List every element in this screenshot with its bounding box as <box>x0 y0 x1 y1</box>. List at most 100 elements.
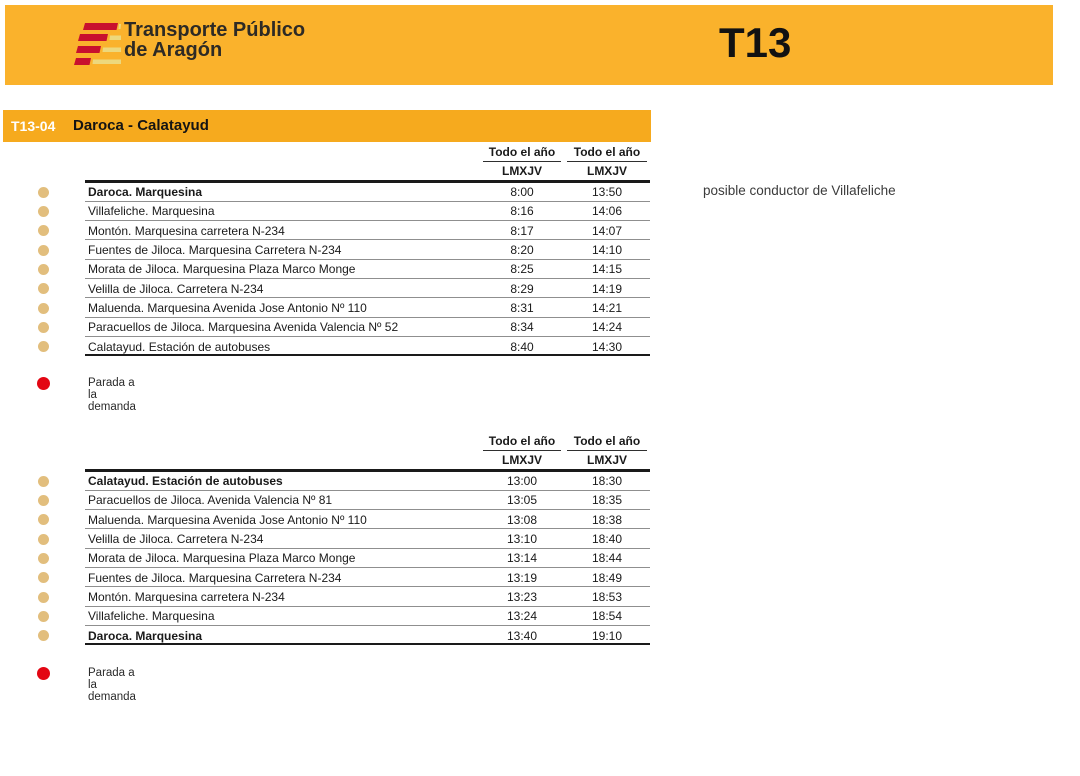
table-row: Villafeliche. Marquesina 8:16 14:06 <box>0 202 650 222</box>
bullet-cell <box>0 610 88 622</box>
table-row: Paracuellos de Jiloca. Marquesina Avenid… <box>0 318 650 338</box>
departure-time: 18:38 <box>591 512 623 527</box>
departure-time: 13:23 <box>506 590 538 605</box>
table-row: Daroca. Marquesina 8:00 13:50 <box>0 183 650 203</box>
stop-name: Villafeliche. Marquesina <box>88 204 215 219</box>
bullet-cell <box>0 533 88 545</box>
season-header: Todo el año <box>567 434 647 451</box>
stop-name: Maluenda. Marquesina Avenida Jose Antoni… <box>88 512 367 527</box>
stop-bullet-icon <box>38 514 49 526</box>
route-number: T13 <box>719 19 792 66</box>
departure-time: 13:05 <box>506 493 538 508</box>
table-row: Daroca. Marquesina 13:40 19:10 <box>0 626 650 646</box>
departure-time: 8:34 <box>510 320 534 335</box>
timetable-return: Todo el año Todo el año LMXJV LMXJV Cala… <box>0 432 650 646</box>
stop-bullet-icon <box>38 630 49 642</box>
stop-bullet-icon <box>38 205 49 217</box>
stop-name: Fuentes de Jiloca. Marquesina Carretera … <box>88 243 342 258</box>
brand-line1: Transporte Público <box>124 19 306 41</box>
bullet-cell <box>0 572 88 584</box>
on-demand-stop-icon <box>37 667 50 680</box>
route-subcode: T13-04 <box>11 118 56 134</box>
stop-bullet-icon <box>38 263 49 275</box>
stop-name: Daroca. Marquesina <box>88 628 203 643</box>
table-row: Calatayud. Estación de autobuses 13:00 18:… <box>0 472 650 492</box>
departure-time: 14:24 <box>591 320 623 335</box>
table-divider <box>85 469 650 472</box>
table-row: Fuentes de Jiloca. Marquesina Carretera … <box>0 240 650 261</box>
departure-time: 18:49 <box>591 570 623 585</box>
departure-time: 8:29 <box>510 281 534 296</box>
stop-name: Villafeliche. Marquesina <box>88 609 215 624</box>
stop-name: Velilla de Jiloca. Carretera N-234 <box>88 281 264 296</box>
departure-time: 8:25 <box>510 262 534 277</box>
table-row: Villafeliche. Marquesina 13:24 18:54 <box>0 607 650 627</box>
departure-time: 14:07 <box>591 223 623 238</box>
departure-time: 14:19 <box>591 281 623 296</box>
stop-name: Calatayud. Estación de autobuses <box>88 474 283 489</box>
departure-time: 13:14 <box>506 551 538 566</box>
stop-name: Fuentes de Jiloca. Marquesina Carretera … <box>88 570 342 585</box>
departure-time: 18:40 <box>591 532 623 547</box>
table-row: Montón. Marquesina carretera N-234 8:17 14… <box>0 221 650 241</box>
legend-label: Parada a la demanda <box>88 377 136 413</box>
bullet-cell <box>0 244 88 256</box>
departure-time: 14:30 <box>591 339 623 354</box>
departure-time: 18:35 <box>591 493 623 508</box>
bullet-cell <box>0 302 88 314</box>
stop-bullet-icon <box>38 572 49 584</box>
departure-time: 13:10 <box>506 532 538 547</box>
days-header: LMXJV <box>586 453 627 467</box>
stop-name: Paracuellos de Jiloca. Marquesina Avenid… <box>88 320 399 335</box>
table-row: Paracuellos de Jiloca. Avenida Valencia … <box>0 491 650 511</box>
season-header: Todo el año <box>483 434 561 451</box>
departure-time: 18:54 <box>591 609 623 624</box>
season-header: Todo el año <box>567 145 647 162</box>
days-header: LMXJV <box>501 453 542 467</box>
stop-bullet-icon <box>38 302 49 314</box>
route-title-bar: T13-04 Daroca - Calatayud <box>3 110 651 142</box>
bullet-cell <box>0 552 88 564</box>
table-divider <box>85 180 650 183</box>
table-row: Montón. Marquesina carretera N-234 13:23 1… <box>0 587 650 608</box>
departure-time: 13:24 <box>506 609 538 624</box>
stop-name: Velilla de Jiloca. Carretera N-234 <box>88 532 264 547</box>
departure-time: 19:10 <box>591 628 623 643</box>
stop-name: Paracuellos de Jiloca. Avenida Valencia … <box>88 493 333 508</box>
bullet-cell <box>0 205 88 217</box>
departure-time: 8:16 <box>510 204 534 219</box>
timetable-outbound: Todo el año Todo el año LMXJV LMXJV Daro… <box>0 143 650 357</box>
header-banner: Transporte Público de Aragón T13 <box>5 5 1053 85</box>
bullet-cell <box>0 514 88 526</box>
bullet-cell <box>0 475 88 487</box>
stop-bullet-icon <box>38 475 49 487</box>
stop-bullet-icon <box>38 533 49 545</box>
aragon-logo-icon <box>74 23 121 65</box>
table-row: Maluenda. Marquesina Avenida Jose Antoni… <box>0 510 650 530</box>
stop-bullet-icon <box>38 186 49 198</box>
legend-label: Parada a la demanda <box>88 667 136 703</box>
departure-time: 14:10 <box>591 243 623 258</box>
stop-bullet-icon <box>38 610 49 622</box>
departure-time: 13:50 <box>591 185 623 200</box>
days-header: LMXJV <box>501 164 542 178</box>
table-row: Velilla de Jiloca. Carretera N-234 13:10 1… <box>0 529 650 550</box>
route-name: Daroca - Calatayud <box>73 117 209 134</box>
departure-time: 13:40 <box>506 628 538 643</box>
season-header-row: Todo el año Todo el año <box>0 432 650 451</box>
stop-bullet-icon <box>38 321 49 333</box>
stop-bullet-icon <box>38 341 49 353</box>
departure-time: 18:30 <box>591 474 623 489</box>
departure-time: 8:00 <box>510 185 534 200</box>
table-body: Daroca. Marquesina 8:00 13:50 Villafeliche.… <box>0 183 650 357</box>
days-header-row: LMXJV LMXJV <box>0 162 650 180</box>
departure-time: 13:19 <box>506 570 538 585</box>
table-row: Velilla de Jiloca. Carretera N-234 8:29 14… <box>0 279 650 299</box>
stop-bullet-icon <box>38 494 49 506</box>
bullet-cell <box>0 321 88 333</box>
table-row: Morata de Jiloca. Marquesina Plaza Marco… <box>0 260 650 280</box>
stop-bullet-icon <box>38 591 49 603</box>
departure-time: 8:40 <box>510 339 534 354</box>
stop-name: Montón. Marquesina carretera N-234 <box>88 223 285 238</box>
